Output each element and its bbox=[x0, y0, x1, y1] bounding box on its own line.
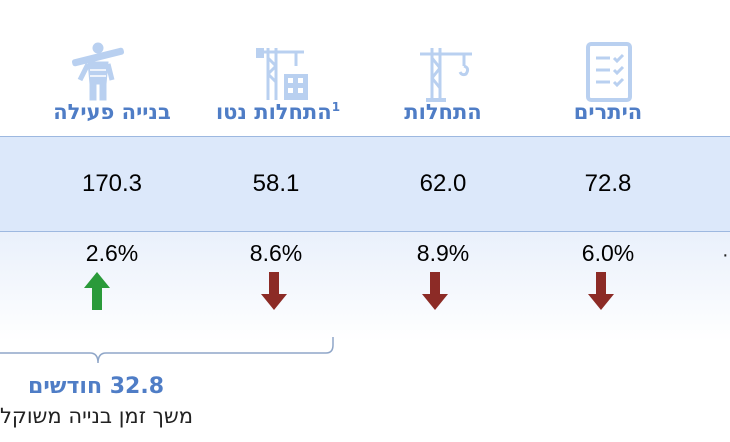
checklist-icon bbox=[586, 42, 632, 102]
change-permits: 6.0% bbox=[581, 240, 635, 266]
values-band bbox=[0, 136, 730, 232]
label-permits: היתרים bbox=[573, 100, 643, 124]
crane-icon bbox=[420, 48, 472, 102]
arrow-down-icon bbox=[422, 272, 448, 310]
value-starts: 62.0 bbox=[419, 170, 467, 197]
edge-mark: · bbox=[722, 244, 729, 266]
value-active-construction: 170.3 bbox=[81, 170, 143, 197]
value-net-starts: 58.1 bbox=[252, 170, 300, 197]
duration-value: 32.8 חודשים bbox=[28, 374, 165, 399]
value-permits: 72.8 bbox=[584, 170, 632, 197]
arrow-down-icon bbox=[588, 272, 614, 310]
construction-worker-icon bbox=[71, 42, 125, 101]
label-active-construction: בנייה פעילה bbox=[53, 100, 171, 124]
arrow-down-icon bbox=[261, 272, 287, 310]
label-net-starts: 1התחלות נטו bbox=[215, 100, 341, 124]
footnote-marker: 1 bbox=[331, 100, 341, 114]
tower-crane-building-icon bbox=[256, 48, 308, 100]
change-net-starts: 8.6% bbox=[249, 240, 303, 266]
change-starts: 8.9% bbox=[416, 240, 470, 266]
arrow-up-icon bbox=[84, 272, 110, 310]
duration-caption: משך זמן בנייה משוקל bbox=[0, 404, 194, 428]
change-active-construction: 2.6% bbox=[85, 240, 139, 266]
changes-band bbox=[0, 232, 730, 342]
label-starts: התחלות bbox=[404, 100, 482, 124]
bracket-divider bbox=[0, 337, 334, 364]
